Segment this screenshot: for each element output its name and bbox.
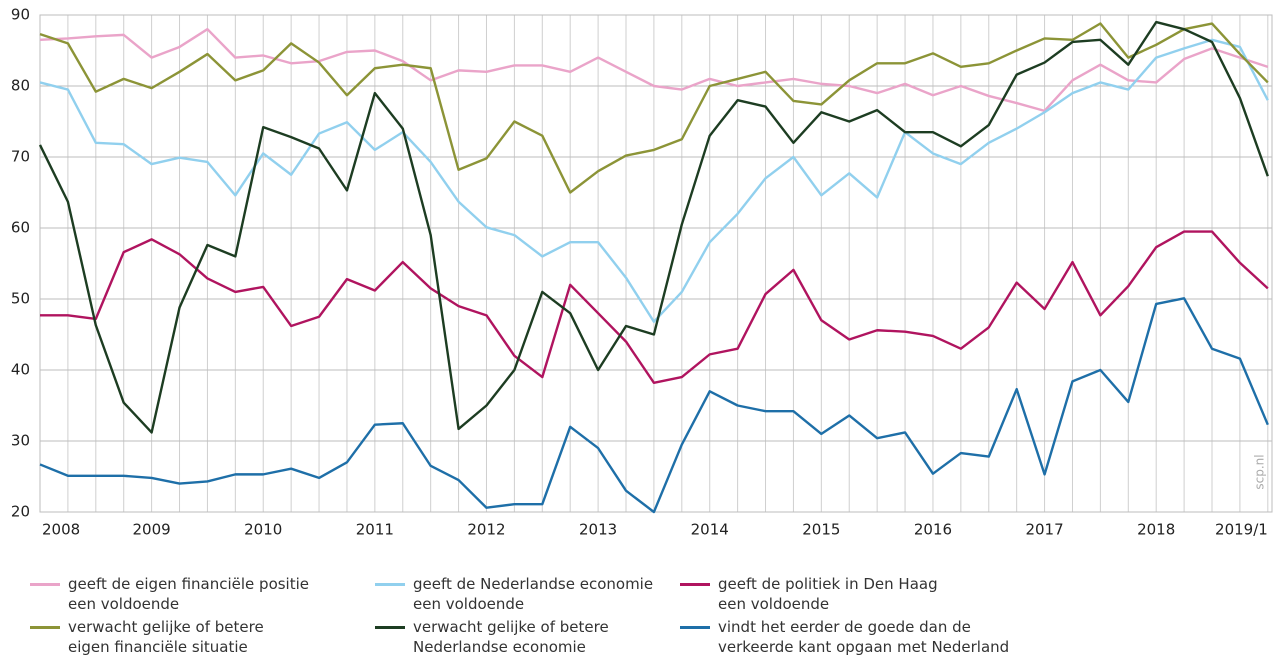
legend-label: geeft de politiek in Den Haag een voldoe… [718, 575, 938, 613]
series-line [39, 28, 1269, 113]
x-tick-label: 2008 [42, 521, 80, 539]
series-line [38, 20, 1269, 434]
legend-item: verwacht gelijke of betere eigen financi… [30, 617, 264, 657]
chart: 20 30 40 50 60 70 80 90 2008 2009 2010 2011 2012 2013… [11, 6, 1273, 539]
y-tick-label: 70 [11, 148, 30, 166]
legend-item: verwacht gelijke of betere Nederlandse e… [375, 617, 609, 657]
y-tick-label: 50 [11, 290, 30, 308]
legend-item: geeft de politiek in Den Haag een voldoe… [680, 574, 938, 614]
legend-label: geeft de eigen financiële positie een vo… [68, 575, 310, 613]
legend-swatch [680, 583, 710, 586]
y-tick-label: 60 [11, 219, 30, 237]
x-tick-label: 2011 [356, 521, 394, 539]
x-tick-label: 2016 [914, 521, 952, 539]
legend-item: vindt het eerder de goede dan de verkeer… [680, 617, 1009, 657]
series-line [39, 297, 1269, 514]
legend-swatch [375, 583, 405, 586]
x-tick-label: 2009 [133, 521, 171, 539]
y-tick-label: 80 [11, 77, 30, 95]
legend-label: verwacht gelijke of betere Nederlandse e… [413, 618, 609, 656]
x-tick-label: 2019/1 [1215, 521, 1268, 539]
y-tick-label: 90 [11, 6, 30, 24]
watermark: scp.nl [1253, 454, 1267, 489]
x-tick-label: 2018 [1137, 521, 1175, 539]
x-tick-label: 2010 [244, 521, 282, 539]
plot-frame [39, 14, 1273, 513]
legend-swatch [30, 583, 60, 586]
x-tick-label: 2017 [1025, 521, 1063, 539]
y-tick-label: 30 [11, 432, 30, 450]
legend-item: geeft de Nederlandse economie een voldoe… [375, 574, 653, 614]
legend-label: geeft de Nederlandse economie een voldoe… [413, 575, 654, 613]
legend-swatch [680, 626, 710, 629]
legend-label: verwacht gelijke of betere eigen financi… [68, 618, 264, 656]
series-line [39, 38, 1269, 323]
series-line [40, 230, 1269, 384]
x-tick-label: 2013 [579, 521, 617, 539]
legend-label: vindt het eerder de goede dan de verkeer… [718, 618, 1010, 656]
y-tick-label: 20 [11, 503, 30, 521]
legend-swatch [30, 626, 60, 629]
legend-item: geeft de eigen financiële positie een vo… [30, 574, 309, 614]
x-tick-label: 2014 [691, 521, 729, 539]
series-line [39, 22, 1269, 194]
x-tick-label: 2015 [802, 521, 840, 539]
y-tick-label: 40 [11, 361, 30, 379]
x-tick-label: 2012 [467, 521, 505, 539]
legend-swatch [375, 626, 405, 629]
